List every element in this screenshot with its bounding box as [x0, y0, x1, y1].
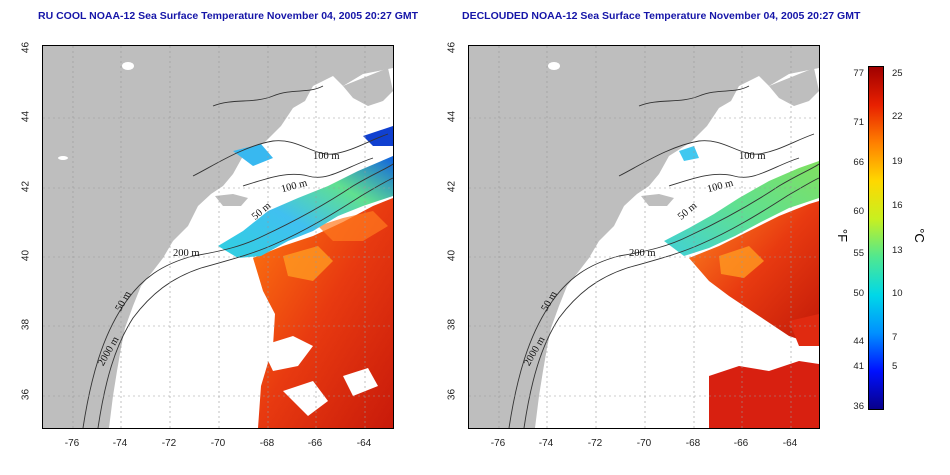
lat-tick-label: 44 [446, 110, 458, 123]
lon-tick-label: -74 [112, 438, 128, 449]
colorbar-f-tick: 50 [853, 288, 864, 299]
colorbar-c-tick: 16 [892, 200, 903, 211]
warm-water [689, 201, 819, 346]
colorbar-c-tick: 5 [892, 361, 898, 372]
colorbar-c-tick: 10 [892, 288, 903, 299]
lat-tick-label: 42 [20, 180, 32, 193]
colorbar-c-tick: 22 [892, 111, 903, 122]
lon-tick-label: -72 [587, 438, 603, 449]
fahrenheit-unit-label: °F [835, 228, 851, 243]
lon-tick-label: -72 [161, 438, 177, 449]
lat-tick-label: 40 [20, 249, 32, 262]
lon-tick-label: -64 [356, 438, 372, 449]
left-sst-map[interactable]: 100 m 100 m 50 m 200 m 50 m 2000 m [42, 45, 394, 429]
lon-tick-label: -76 [64, 438, 80, 449]
lat-tick-label: 38 [20, 318, 32, 331]
land-mass [43, 46, 393, 428]
lon-tick-label: -66 [307, 438, 323, 449]
lat-tick-label: 46 [20, 41, 32, 54]
colorbar-f-tick: 55 [853, 248, 864, 259]
lon-tick-label: -74 [538, 438, 554, 449]
lat-tick-label: 46 [446, 41, 458, 54]
lat-tick-label: 38 [446, 318, 458, 331]
lat-tick-label: 36 [20, 388, 32, 401]
contour-label: 200 m [629, 248, 656, 259]
colorbar-f-tick: 66 [853, 157, 864, 168]
lat-tick-label: 40 [446, 249, 458, 262]
colorbar-f-tick: 71 [853, 117, 864, 128]
left-map-canvas [43, 46, 393, 428]
graticule [43, 46, 393, 428]
contour-label: 200 m [173, 248, 200, 259]
bathymetry-contours [82, 85, 393, 428]
colorbar-c-tick: 7 [892, 332, 898, 343]
lat-tick-label: 42 [446, 180, 458, 193]
colorbar-c-tick: 19 [892, 156, 903, 167]
lon-tick-label: -70 [210, 438, 226, 449]
right-sst-map[interactable]: 100 m 100 m 50 m 200 m 50 m 2000 m [468, 45, 820, 429]
lon-tick-label: -76 [490, 438, 506, 449]
right-map-canvas [469, 46, 819, 428]
lat-tick-label: 44 [20, 110, 32, 123]
contour-label: 100 m [313, 151, 340, 162]
lon-tick-label: -70 [636, 438, 652, 449]
celsius-unit-label: °C [911, 228, 927, 243]
right-panel-title: DECLOUDED NOAA-12 Sea Surface Temperatur… [462, 10, 861, 22]
colorbar-f-tick: 36 [853, 401, 864, 412]
lat-tick-label: 36 [446, 388, 458, 401]
shelf-water [218, 156, 393, 258]
colorbar-f-tick: 44 [853, 336, 864, 347]
colorbar-f-tick: 41 [853, 361, 864, 372]
lon-tick-label: -64 [782, 438, 798, 449]
lon-tick-label: -66 [733, 438, 749, 449]
cape-breton [343, 68, 393, 106]
lon-tick-label: -68 [685, 438, 701, 449]
colorbar-c-tick: 13 [892, 245, 903, 256]
left-panel-title: RU COOL NOAA-12 Sea Surface Temperature … [38, 10, 419, 22]
temperature-colorbar [868, 66, 884, 410]
colorbar-f-tick: 60 [853, 206, 864, 217]
colorbar-c-tick: 25 [892, 68, 903, 79]
contour-label: 100 m [739, 151, 766, 162]
lon-tick-label: -68 [259, 438, 275, 449]
colorbar-f-tick: 77 [853, 68, 864, 79]
